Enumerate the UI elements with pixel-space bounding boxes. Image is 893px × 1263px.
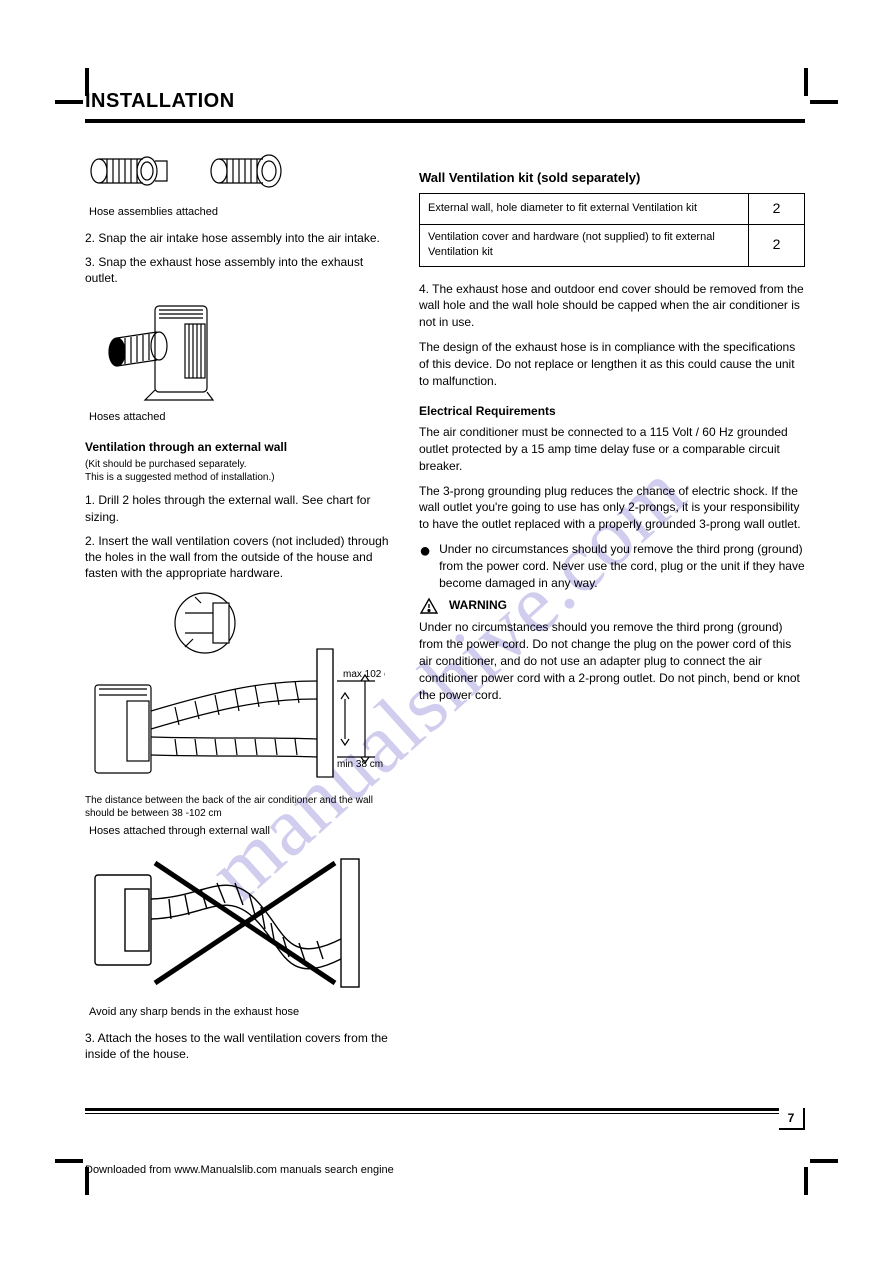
table-row: External wall, hole diameter to fit exte…: [420, 194, 805, 225]
crop-mark: [810, 100, 838, 104]
footer-download-text: Downloaded from www.Manualslib.com manua…: [85, 1164, 805, 1176]
table-row: Ventilation cover and hardware (not supp…: [420, 224, 805, 266]
hose-into-unit-illustration: [85, 294, 225, 404]
hoses-through-wall-caption: Hoses attached through external wall: [89, 824, 395, 839]
hose-assemblies-caption: Hose assemblies attached: [89, 205, 395, 220]
table-cell-qty: 2: [749, 194, 805, 225]
table-cell-qty: 2: [749, 224, 805, 266]
right-column: Wall Ventilation kit (sold separately) E…: [419, 141, 805, 1070]
table-cell-desc: External wall, hole diameter to fit exte…: [420, 194, 749, 225]
step-2-text: 2. Snap the air intake hose assembly int…: [85, 230, 395, 246]
ventilation-intro-prefix: (Kit should be purchased separately.: [85, 459, 247, 470]
electrical-p2: The 3-prong grounding plug reduces the c…: [419, 483, 805, 533]
vent-step-3: 3. Attach the hoses to the wall ventilat…: [85, 1030, 395, 1062]
ventilation-intro-suffix: This is a suggested method of installati…: [85, 472, 275, 483]
hose-adapter-illustration-b: [205, 147, 295, 195]
warning-icon: [419, 597, 439, 615]
warning-text: Under no circumstances should you remove…: [419, 619, 805, 703]
vent-step-4: 4. The exhaust hose and outdoor end cove…: [419, 281, 805, 331]
wall-kit-table: External wall, hole diameter to fit exte…: [419, 193, 805, 266]
bullet-icon: ●: [419, 541, 431, 561]
design-note: The design of the exhaust hose is in com…: [419, 339, 805, 389]
wrong-bend-diagram: [85, 849, 385, 999]
wall-hose-diagram: max 102 cm min 38 cm: [85, 589, 385, 789]
min-distance-note: The distance between the back of the air…: [85, 795, 395, 820]
footer-rule-thin: [85, 1113, 805, 1114]
bullet-item: ● Under no circumstances should you remo…: [419, 541, 805, 591]
title-rule: [85, 119, 805, 123]
page-title: INSTALLATION: [85, 90, 805, 113]
dim-min-label: min 38 cm: [337, 759, 383, 770]
bullet-text: Under no circumstances should you remove…: [439, 541, 805, 591]
page-number: 7: [779, 1108, 805, 1130]
page-content: INSTALLATION: [85, 90, 805, 1070]
wall-kit-heading: Wall Ventilation kit (sold separately): [419, 169, 805, 187]
vent-step-2: 2. Insert the wall ventilation covers (n…: [85, 533, 395, 582]
table-cell-desc: Ventilation cover and hardware (not supp…: [420, 224, 749, 266]
footer-rule-thick: [85, 1108, 805, 1111]
warning-label: WARNING: [449, 598, 507, 612]
electrical-heading: Electrical Requirements: [419, 403, 805, 420]
hoses-attached-caption: Hoses attached: [89, 410, 395, 425]
page-footer: 7 Downloaded from www.Manualslib.com man…: [85, 1108, 805, 1179]
dim-max-label: max 102 cm: [343, 669, 385, 680]
vent-step-1: 1. Drill 2 holes through the external wa…: [85, 492, 395, 524]
warning-block: WARNING: [419, 597, 805, 615]
hose-adapter-illustration-a: [85, 147, 175, 195]
avoid-bends-caption: Avoid any sharp bends in the exhaust hos…: [89, 1005, 395, 1020]
crop-mark: [55, 1159, 83, 1163]
left-column: Hose assemblies attached 2. Snap the air…: [85, 141, 395, 1070]
ventilation-intro: (Kit should be purchased separately. Thi…: [85, 459, 395, 484]
step-3-text: 3. Snap the exhaust hose assembly into t…: [85, 254, 395, 286]
crop-mark: [55, 100, 83, 104]
electrical-p1: The air conditioner must be connected to…: [419, 424, 805, 474]
crop-mark: [810, 1159, 838, 1163]
ventilation-heading: Ventilation through an external wall: [85, 439, 395, 455]
